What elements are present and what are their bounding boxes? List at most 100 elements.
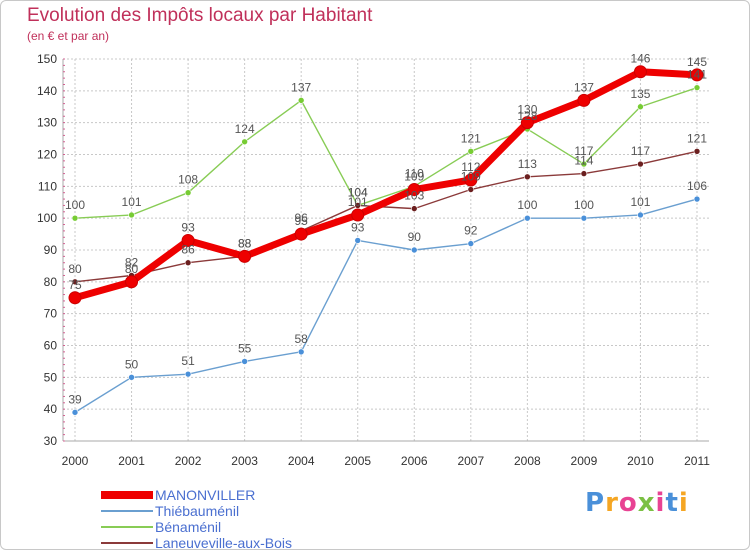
- data-point: [128, 374, 135, 381]
- data-point: [71, 409, 79, 416]
- data-label: 121: [461, 131, 481, 145]
- data-label: 117: [574, 144, 593, 158]
- data-point: [637, 160, 644, 168]
- data-point: [524, 173, 531, 181]
- data-label: 95: [295, 214, 309, 228]
- proxiti-logo: Proxiti: [585, 488, 689, 518]
- data-point: [410, 246, 418, 254]
- data-label: 113: [518, 157, 537, 171]
- data-label: 145: [687, 55, 707, 69]
- data-label: 121: [687, 131, 707, 145]
- data-label: 137: [574, 80, 594, 94]
- data-label: 50: [125, 357, 139, 371]
- y-tick-label: 50: [44, 370, 58, 384]
- legend-label: Thiébauménil: [155, 503, 240, 519]
- logo-letter: i: [655, 488, 666, 518]
- data-point: [294, 227, 308, 241]
- y-tick-label: 80: [44, 275, 58, 289]
- legend-label: MANONVILLER: [155, 487, 256, 503]
- data-label: 58: [295, 332, 309, 346]
- y-tick-label: 120: [37, 148, 57, 162]
- data-point: [693, 195, 701, 203]
- legend-swatch: [101, 542, 153, 544]
- data-label: 108: [178, 173, 198, 187]
- data-point: [297, 97, 305, 104]
- data-point: [354, 202, 362, 209]
- data-point: [580, 214, 588, 222]
- data-point: [181, 233, 195, 247]
- x-tick-label: 2006: [401, 454, 428, 468]
- data-label: 101: [630, 195, 650, 209]
- series-line-thi-baum-nil: [74, 198, 698, 414]
- axes: 30 40 50 60 70 80 90 100 110 120 130 140 150 2000 2001…: [37, 52, 710, 468]
- data-label: 146: [630, 52, 650, 66]
- data-label: 51: [181, 354, 195, 368]
- data-label: 104: [348, 185, 368, 199]
- data-label: 112: [461, 160, 480, 174]
- data-label: 101: [348, 195, 368, 209]
- x-tick-label: 2004: [288, 454, 315, 468]
- data-point: [241, 138, 248, 146]
- data-point: [467, 148, 475, 155]
- data-label: 92: [464, 224, 478, 238]
- data-point: [580, 160, 588, 168]
- data-label: 90: [408, 230, 422, 244]
- data-point: [520, 116, 534, 130]
- y-tick-label: 130: [37, 116, 57, 130]
- data-point: [467, 240, 475, 247]
- data-point: [297, 348, 305, 356]
- legend-swatch: [101, 526, 153, 528]
- y-tick-label: 30: [44, 434, 58, 448]
- data-point: [71, 214, 79, 222]
- data-label: 100: [574, 198, 594, 212]
- data-label: 93: [351, 220, 365, 234]
- data-label: 88: [238, 236, 252, 250]
- series-line-manonviller: [71, 68, 701, 302]
- data-point: [184, 259, 192, 267]
- data-label: 80: [125, 262, 139, 276]
- y-tick-label: 40: [44, 402, 58, 416]
- data-label: 128: [517, 109, 537, 123]
- data-point: [577, 93, 591, 107]
- data-point: [467, 186, 475, 193]
- x-tick-label: 2010: [627, 454, 654, 468]
- data-point: [693, 148, 701, 155]
- x-tick-label: 2011: [684, 454, 710, 468]
- legend-swatch: [101, 491, 153, 499]
- x-tick-label: 2002: [175, 454, 202, 468]
- data-label: 109: [461, 170, 481, 184]
- x-tick-label: 2008: [514, 454, 541, 468]
- grid-lines: [63, 58, 709, 442]
- data-label: 109: [404, 170, 424, 184]
- series-line-b-nam-nil: [74, 86, 698, 219]
- data-label: 110: [405, 166, 424, 180]
- data-label: 124: [235, 122, 255, 136]
- data-point: [71, 278, 79, 286]
- legend-swatch: [101, 510, 153, 512]
- data-label: 101: [122, 195, 142, 209]
- data-label: 130: [517, 103, 537, 117]
- logo-letter: o: [618, 488, 638, 518]
- data-point: [637, 211, 644, 219]
- y-tick-label: 110: [38, 179, 57, 193]
- x-tick-label: 2000: [62, 454, 89, 468]
- data-label: 117: [631, 144, 650, 158]
- chart-subtitle: (en € et par an): [27, 29, 110, 43]
- data-point: [410, 205, 418, 212]
- data-label: 93: [181, 220, 195, 234]
- logo-letter: i: [678, 488, 689, 518]
- data-point: [184, 189, 192, 196]
- data-label: 100: [65, 198, 85, 212]
- data-label: 88: [238, 236, 252, 250]
- x-tick-label: 2009: [571, 454, 598, 468]
- data-label: 75: [68, 278, 82, 292]
- logo-letter: r: [605, 488, 619, 518]
- data-point: [354, 237, 362, 244]
- data-label: 55: [238, 341, 252, 355]
- data-label: 82: [125, 255, 139, 269]
- x-tick-label: 2005: [344, 454, 371, 468]
- data-label: 86: [181, 243, 195, 257]
